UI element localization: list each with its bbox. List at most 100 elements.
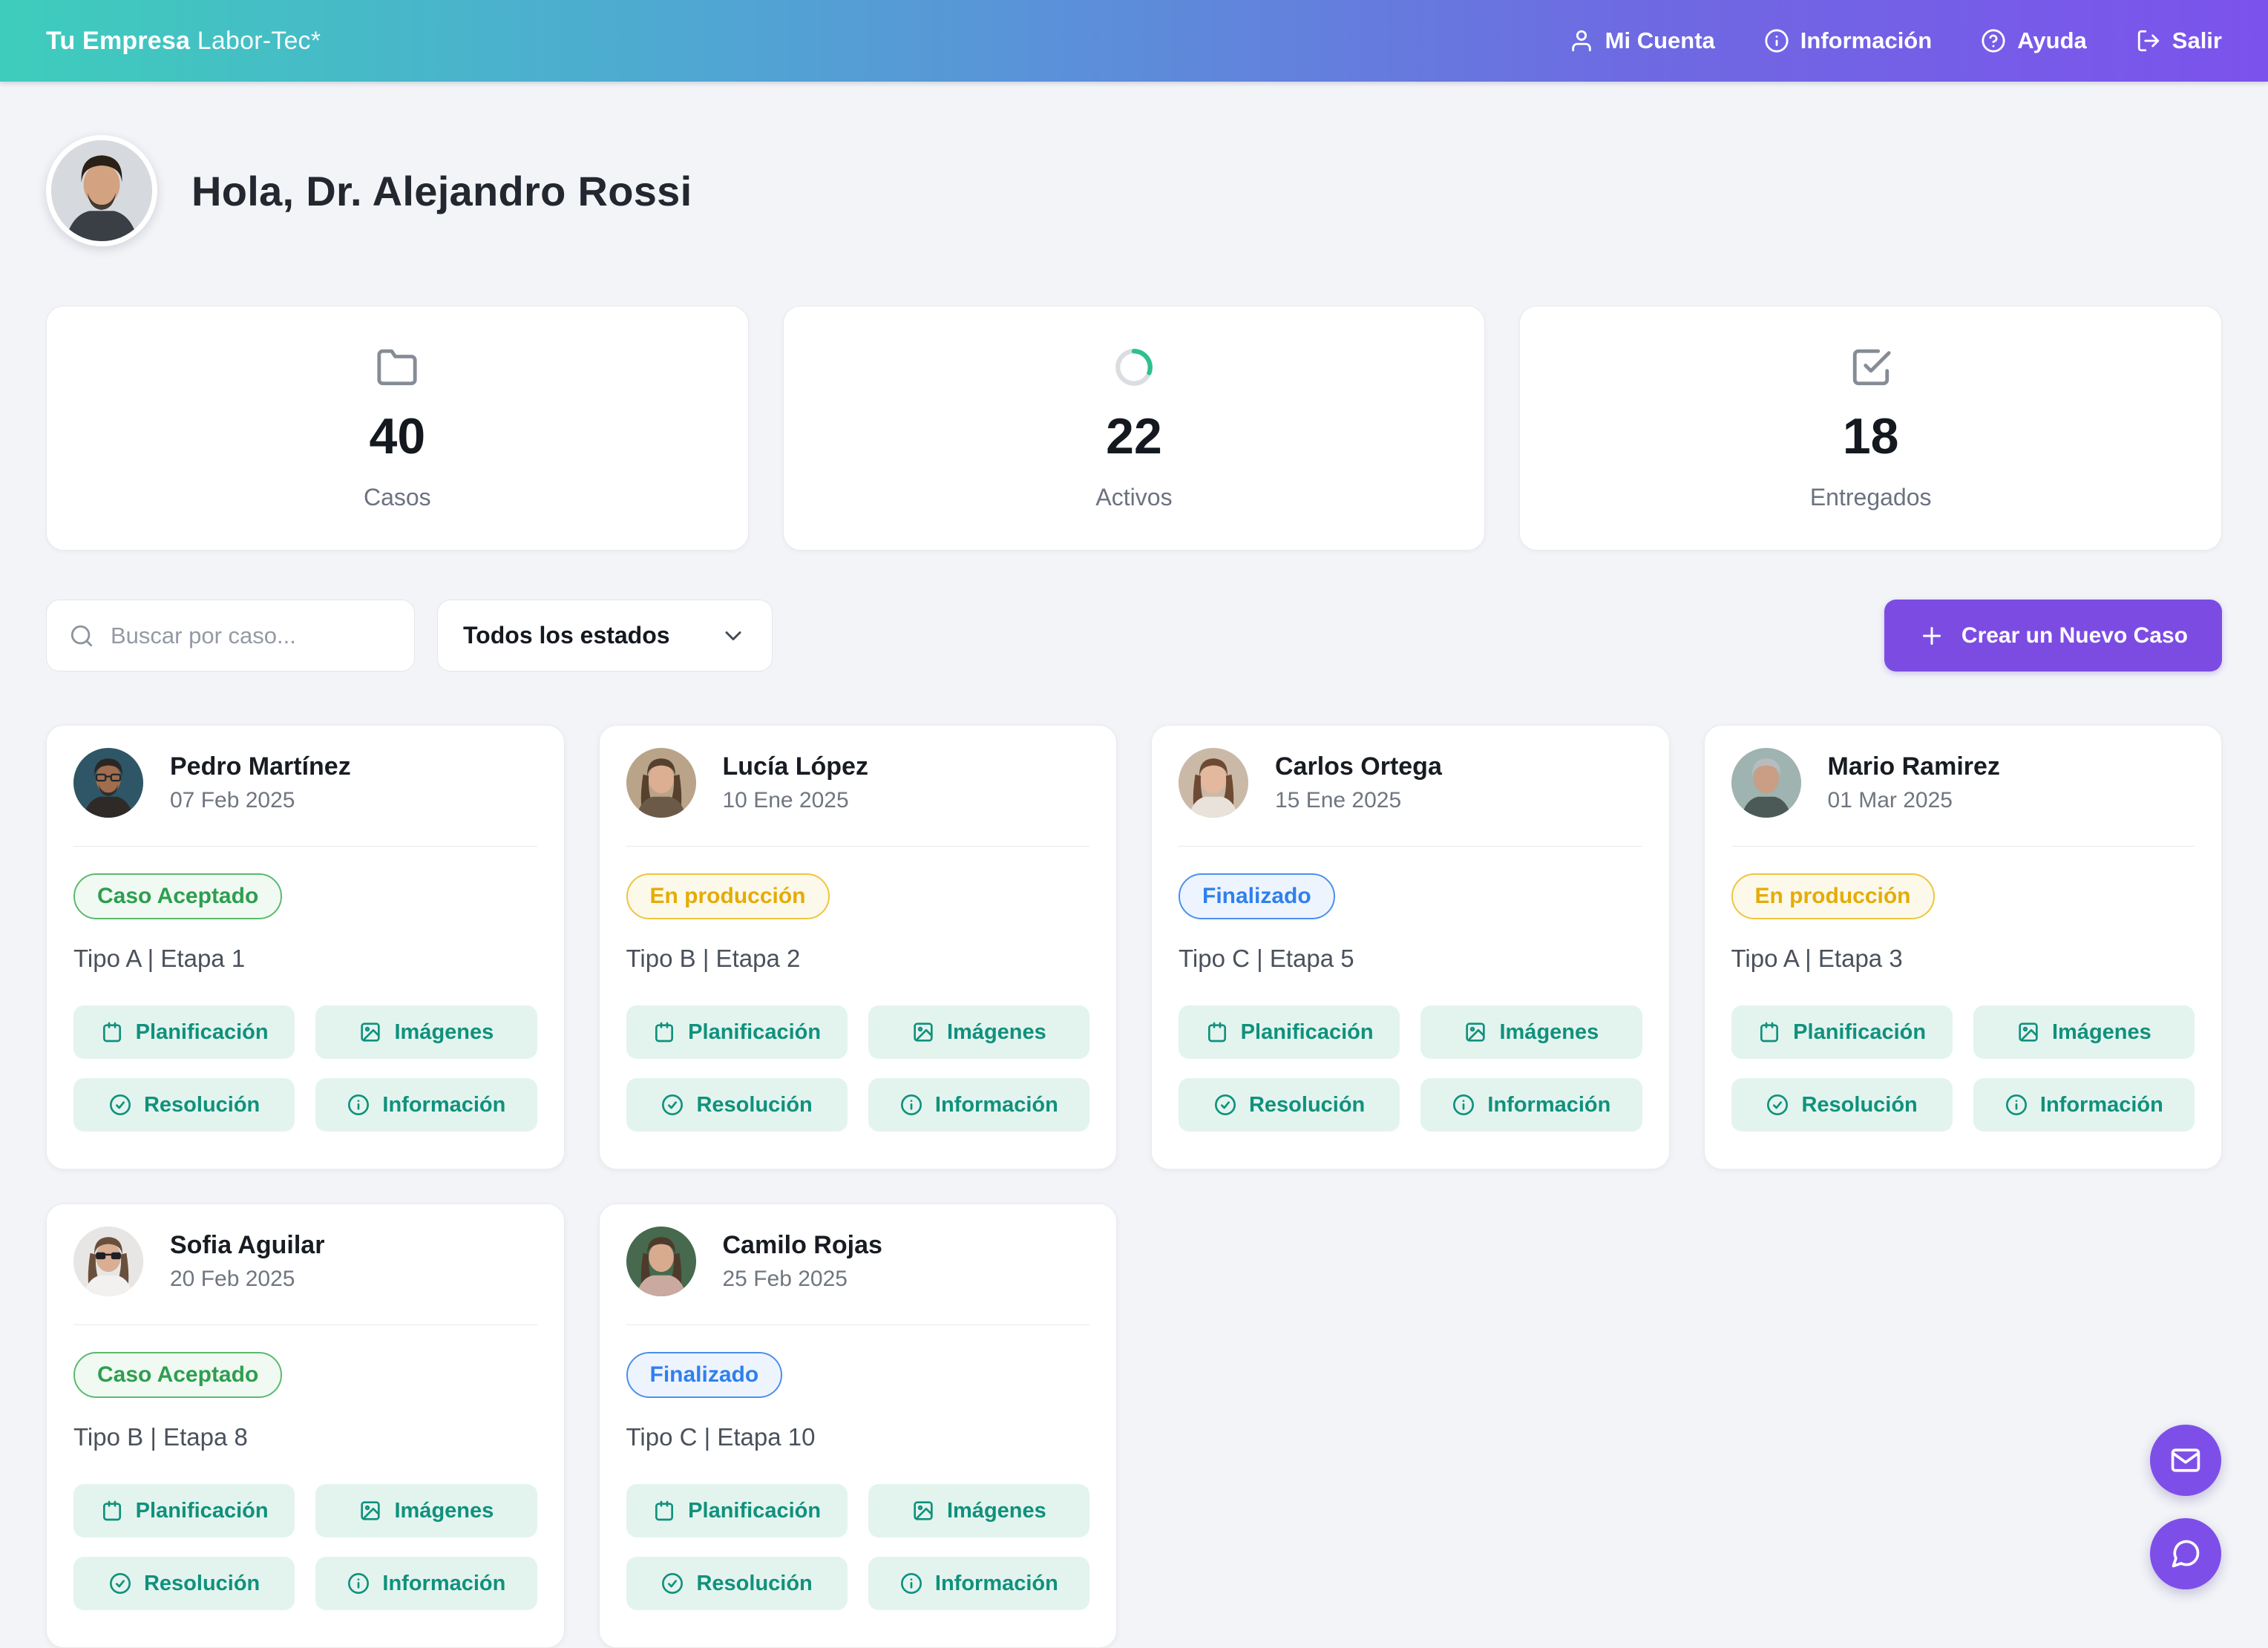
stat-value: 18 <box>1842 407 1899 464</box>
information-button[interactable]: Información <box>868 1078 1089 1132</box>
stat-card-casos: 40 Casos <box>46 306 749 551</box>
case-type-stage: Tipo C | Etapa 10 <box>626 1423 816 1451</box>
chip-label: Resolución <box>1248 1092 1366 1117</box>
divider <box>73 846 537 847</box>
nav-item-ayuda[interactable]: Ayuda <box>1981 27 2087 54</box>
planning-button[interactable]: Planificación <box>1179 1005 1400 1059</box>
planning-button[interactable]: Planificación <box>73 1005 295 1059</box>
status-badge: En producción <box>1731 873 1935 919</box>
app-header: Tu Empresa Labor-Tec* Mi Cuenta Informac… <box>0 0 2268 82</box>
case-patient-name: Camilo Rojas <box>722 1231 882 1259</box>
status-badge: En producción <box>626 873 830 919</box>
toolbar: Todos los estados Crear un Nuevo Caso <box>0 551 2268 672</box>
info-icon <box>900 1094 922 1115</box>
resolution-button[interactable]: Resolución <box>1179 1078 1400 1132</box>
case-type-stage: Tipo A | Etapa 1 <box>73 945 246 972</box>
info-icon <box>2005 1094 2027 1115</box>
chip-label: Imágenes <box>394 1020 494 1044</box>
case-card: Lucía López 10 Ene 2025 En producción Ti… <box>598 725 1117 1169</box>
create-case-label: Crear un Nuevo Caso <box>1961 623 2188 648</box>
search-input[interactable] <box>111 622 392 649</box>
information-button[interactable]: Información <box>1420 1078 1642 1132</box>
images-button[interactable]: Imágenes <box>868 1484 1089 1537</box>
divider <box>73 1324 537 1325</box>
check-square-icon <box>1849 346 1892 389</box>
image-icon <box>1466 1022 1486 1042</box>
create-case-button[interactable]: Crear un Nuevo Caso <box>1884 600 2222 672</box>
case-card-grid: Pedro Martínez 07 Feb 2025 Caso Aceptado… <box>0 672 2268 1648</box>
divider <box>626 1324 1089 1325</box>
mail-icon <box>2171 1448 2200 1472</box>
help-icon <box>1982 29 2005 53</box>
chip-label: Resolución <box>143 1092 260 1117</box>
planning-button[interactable]: Planificación <box>1731 1005 1953 1059</box>
stat-label: Casos <box>363 483 431 511</box>
resolution-button[interactable]: Resolución <box>1731 1078 1953 1132</box>
status-badge: Finalizado <box>1179 873 1335 919</box>
information-button[interactable]: Información <box>868 1557 1089 1610</box>
stat-value: 40 <box>369 407 426 464</box>
chip-label: Planificación <box>1793 1020 1927 1044</box>
status-badge: Caso Aceptado <box>73 1352 283 1398</box>
chip-label: Resolución <box>1801 1092 1918 1117</box>
information-button[interactable]: Información <box>315 1557 537 1610</box>
case-actions: Planificación Imágenes Resolución Inform… <box>626 1484 1089 1610</box>
resolution-button[interactable]: Resolución <box>626 1078 848 1132</box>
avatar <box>73 1227 143 1296</box>
loader-icon <box>1112 346 1156 389</box>
images-button[interactable]: Imágenes <box>315 1005 537 1059</box>
case-patient-name: Pedro Martínez <box>170 752 351 781</box>
top-navigation: Mi Cuenta Información Ayuda Salir <box>1569 27 2222 54</box>
nav-label: Información <box>1800 27 1933 53</box>
resolution-button[interactable]: Resolución <box>626 1557 848 1610</box>
images-button[interactable]: Imágenes <box>1973 1005 2195 1059</box>
calendar-icon <box>1760 1022 1779 1043</box>
images-button[interactable]: Imágenes <box>1420 1005 1642 1059</box>
case-date: 01 Mar 2025 <box>1827 788 1953 812</box>
information-button[interactable]: Información <box>1973 1078 2195 1132</box>
avatar <box>626 1227 696 1296</box>
status-filter-dropdown[interactable]: Todos los estados <box>437 600 773 672</box>
stat-card-activos: 22 Activos <box>782 306 1486 551</box>
stat-value: 22 <box>1106 407 1162 464</box>
check-circle-icon <box>1214 1094 1236 1115</box>
case-type-stage: Tipo A | Etapa 3 <box>1731 945 1903 972</box>
chevron-down-icon <box>725 631 741 640</box>
calendar-icon <box>655 1500 674 1521</box>
chat-bubble-icon <box>2172 1540 2200 1568</box>
image-icon <box>914 1022 933 1042</box>
calendar-icon <box>655 1022 674 1043</box>
chat-fab[interactable] <box>2150 1518 2221 1589</box>
chip-label: Imágenes <box>946 1020 1046 1044</box>
contact-mail-fab[interactable] <box>2150 1425 2221 1496</box>
planning-button[interactable]: Planificación <box>626 1005 848 1059</box>
check-circle-icon <box>1767 1094 1789 1115</box>
images-button[interactable]: Imágenes <box>868 1005 1089 1059</box>
case-card: Sofia Aguilar 20 Feb 2025 Caso Aceptado … <box>46 1204 565 1648</box>
case-actions: Planificación Imágenes Resolución Inform… <box>73 1005 537 1132</box>
calendar-icon <box>102 1022 121 1043</box>
resolution-button[interactable]: Resolución <box>73 1078 295 1132</box>
check-circle-icon <box>109 1094 131 1115</box>
images-button[interactable]: Imágenes <box>315 1484 537 1537</box>
info-icon <box>348 1094 370 1115</box>
nav-item-informacion[interactable]: Información <box>1764 27 1932 54</box>
avatar <box>626 748 696 818</box>
plus-icon <box>1922 626 1941 645</box>
information-button[interactable]: Información <box>315 1078 537 1132</box>
case-card-header: Lucía López 10 Ene 2025 <box>626 748 1090 818</box>
filter-selected-value: Todos los estados <box>463 622 670 649</box>
planning-button[interactable]: Planificación <box>73 1484 295 1537</box>
brand-name: Tu Empresa <box>46 26 191 55</box>
avatar <box>46 135 157 246</box>
chip-label: Planificación <box>688 1498 822 1523</box>
nav-item-salir[interactable]: Salir <box>2136 27 2222 54</box>
check-circle-icon <box>662 1573 684 1594</box>
case-date: 25 Feb 2025 <box>722 1267 848 1291</box>
planning-button[interactable]: Planificación <box>626 1484 848 1537</box>
nav-item-mi-cuenta[interactable]: Mi Cuenta <box>1569 27 1715 54</box>
resolution-button[interactable]: Resolución <box>73 1557 295 1610</box>
case-card: Pedro Martínez 07 Feb 2025 Caso Aceptado… <box>46 725 565 1169</box>
case-date: 15 Ene 2025 <box>1275 788 1402 812</box>
info-icon <box>900 1573 922 1594</box>
